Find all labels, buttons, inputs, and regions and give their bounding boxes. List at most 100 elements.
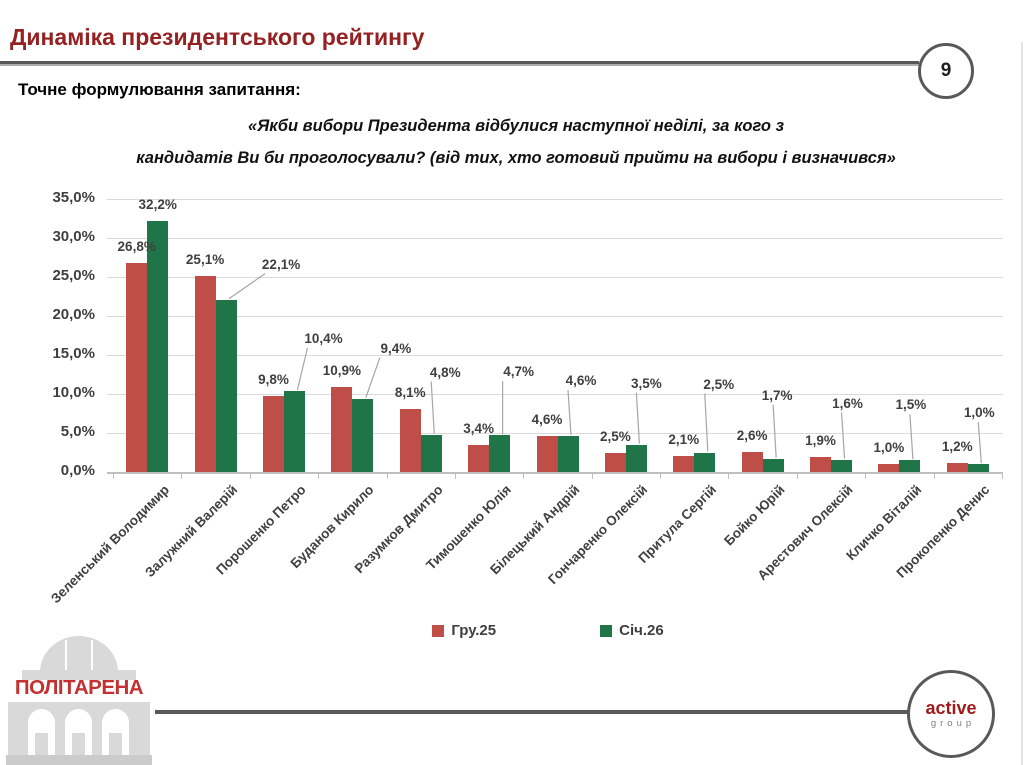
y-axis-tick-label: 0,0% [60,462,95,479]
bar-sich26-3 [352,398,374,472]
value-label-gru25: 4,6% [531,412,563,428]
legend-label-gru25: Гру.25 [451,622,497,639]
politarena-logo-text: ПОЛІТАРЕНА [14,676,144,699]
value-label-sich26: 4,6% [565,373,597,389]
y-axis-tick-label: 25,0% [52,267,95,284]
bar-gru25-9 [741,451,763,472]
value-label-sich26: 9,4% [380,340,412,356]
value-label-gru25: 2,1% [668,431,700,447]
callout-line [977,422,982,464]
value-label-sich26: 2,5% [703,376,735,392]
value-label-sich26: 10,4% [304,330,343,346]
callout-line [840,412,846,459]
x-axis-tick [591,474,593,479]
value-label-gru25: 10,9% [322,362,361,378]
active-logo-line2: group [930,717,976,729]
bar-gru25-5 [468,445,490,472]
question-line-1: «Якби вибори Президента відбулися наступ… [248,117,784,135]
value-label-sich26: 22,1% [261,256,301,272]
building-colonnade [8,702,150,755]
bar-sich26-10 [831,459,853,472]
building-architrave [22,670,136,680]
y-axis-tick-label: 30,0% [52,228,95,245]
x-axis-tick [523,474,525,479]
callout-line [704,393,709,452]
bar-gru25-6 [536,436,558,472]
x-axis-tick [113,474,114,479]
value-label-gru25: 8,1% [394,384,426,400]
x-axis-tick [660,474,662,479]
category-label: Зеленський Володимир [47,482,172,607]
bar-sich26-7 [625,444,647,472]
value-label-sich26: 1,6% [832,395,863,411]
y-axis-tick-label: 10,0% [52,384,95,401]
gridline [107,199,1003,200]
bar-gru25-1 [194,276,216,472]
bar-sich26-6 [557,436,579,472]
building-arch-icon [65,709,92,755]
y-axis-tick-label: 15,0% [52,345,95,362]
header-divider-shadow [0,64,919,66]
bar-sich26-0 [147,220,169,472]
y-axis-tick-label: 5,0% [60,423,95,440]
page-number: 9 [940,60,952,81]
active-logo-line1: active [925,698,977,719]
value-label-gru25: 2,5% [599,428,631,444]
question-text: «Якби вибори Президента відбулися наступ… [20,110,1012,174]
callout-line [635,392,640,444]
value-label-gru25: 1,0% [873,440,905,456]
question-heading: Точне формулювання запитання: [18,80,301,99]
x-axis-tick [386,474,388,479]
callout-line [430,381,435,434]
value-label-sich26: 1,0% [963,405,995,421]
legend-label-sich26: Січ.26 [619,622,664,639]
legend-item-gru25: Гру.25 [432,622,496,639]
building-arch-icon [102,709,129,755]
value-label-sich26: 3,5% [630,375,662,391]
x-axis-tick [181,474,183,479]
gridline [107,355,1003,356]
callout-line [909,414,914,460]
active-group-logo: active group [907,670,995,758]
building-arch-icon [28,709,55,755]
value-label-gru25: 2,6% [736,427,768,443]
callout-line [365,357,381,398]
footer-divider [155,710,911,714]
y-axis-tick-label: 20,0% [52,306,95,323]
x-axis-tick [728,474,730,479]
y-axis-tick-label: 35,0% [52,189,95,206]
bar-gru25-4 [399,408,421,472]
bar-gru25-2 [262,395,284,472]
value-label-gru25: 26,8% [117,238,156,254]
legend-item-sich26: Січ.26 [600,622,664,639]
bar-gru25-7 [604,452,626,472]
bar-gru25-0 [126,262,148,472]
bar-sich26-11 [899,460,921,472]
building-dome-icon [40,636,118,672]
gridline [107,277,1003,278]
x-axis-line [107,472,1003,474]
x-axis-tick [933,474,935,479]
bar-gru25-10 [810,457,832,472]
bar-sich26-5 [489,435,511,472]
question-line-2: кандидатів Ви би проголосували? (від тих… [136,149,896,167]
chart-legend: Гру.25 Січ.26 [36,622,1024,639]
callout-line [567,390,572,436]
value-label-gru25: 3,4% [463,421,494,437]
x-axis-tick [1002,474,1003,479]
politarena-logo: ПОЛІТАРЕНА [6,636,152,765]
category-label: Бойко Юрій [720,482,788,549]
bar-sich26-9 [762,458,784,472]
value-label-sich26: 4,8% [429,364,461,380]
bar-gru25-8 [673,455,695,472]
bar-gru25-12 [946,462,968,472]
header-divider [0,61,919,64]
x-axis-tick [796,474,798,479]
value-label-sich26: 1,7% [761,387,793,403]
x-axis-tick [454,474,456,479]
bar-gru25-11 [878,464,900,472]
value-label-gru25: 1,9% [805,433,836,449]
value-label-sich26: 32,2% [138,196,177,212]
